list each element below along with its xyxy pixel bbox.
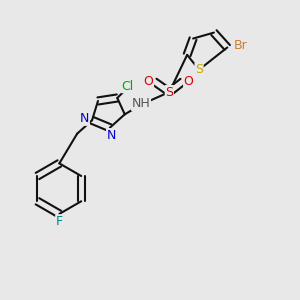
Text: S: S xyxy=(195,63,203,76)
Text: Br: Br xyxy=(234,40,248,52)
Text: O: O xyxy=(184,75,194,88)
Text: N: N xyxy=(107,129,116,142)
Text: O: O xyxy=(144,75,154,88)
Text: NH: NH xyxy=(132,98,151,110)
Text: F: F xyxy=(56,215,63,228)
Text: Cl: Cl xyxy=(122,80,134,93)
Text: N: N xyxy=(80,112,89,125)
Text: S: S xyxy=(165,85,173,98)
